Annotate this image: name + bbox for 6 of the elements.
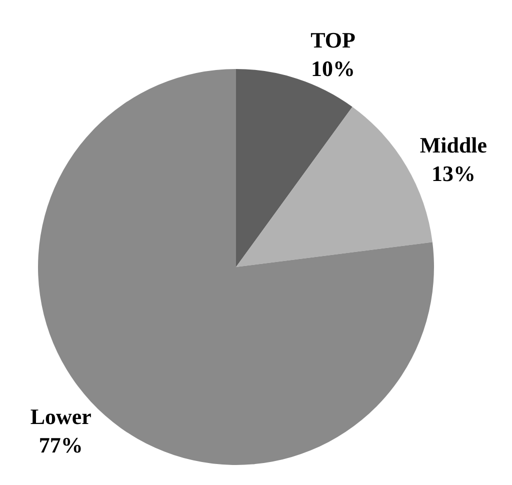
slice-label: Lower [30,404,92,429]
slice-label: TOP [310,28,356,53]
slice-label: Middle [420,132,488,158]
data-label: 77% [38,432,83,458]
data-label: 13% [431,161,476,186]
data-label: 10% [311,56,355,82]
